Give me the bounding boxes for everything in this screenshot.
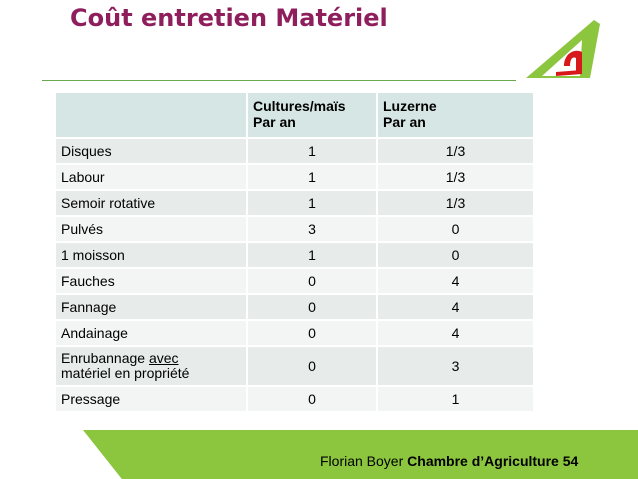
- table-row: Labour 1 1/3: [56, 164, 535, 191]
- logo-white-wedge: [542, 40, 582, 76]
- logo-red-letter: [564, 50, 582, 72]
- row-label: Labour: [56, 164, 248, 191]
- row-label-part2: matériel en propriété: [61, 365, 190, 381]
- luzerne-value: 1/3: [377, 138, 535, 165]
- table-header-row: Cultures/maïs Par an Luzerne Par an: [56, 93, 535, 139]
- table-row: Semoir rotative 1 1/3: [56, 190, 535, 217]
- row-label: Pressage: [56, 386, 248, 413]
- chambre-agriculture-logo-icon: [526, 20, 600, 78]
- cultures-value: 1: [247, 190, 378, 217]
- footer-author: Florian Boyer: [320, 453, 404, 469]
- footer-organization: Chambre d’Agriculture 54: [407, 453, 579, 469]
- cultures-value: 3: [247, 216, 378, 243]
- cultures-value: 0: [247, 386, 378, 413]
- cultures-value: 0: [247, 320, 378, 347]
- row-label: Fannage: [56, 294, 248, 321]
- footer-credit: Florian Boyer Chambre d’Agriculture 54: [320, 453, 578, 469]
- header-empty-cell: [56, 93, 248, 139]
- cultures-value: 0: [247, 268, 378, 295]
- table-row: Pulvés 3 0: [56, 216, 535, 243]
- table-row: Enrubannage avec matériel en propriété 0 …: [56, 346, 535, 387]
- header-cultures: Cultures/maïs Par an: [247, 93, 378, 139]
- header-luzerne: Luzerne Par an: [377, 93, 535, 139]
- cultures-value: 1: [247, 138, 378, 165]
- header-luzerne-line2: Par an: [383, 114, 426, 130]
- luzerne-value: 4: [377, 320, 535, 347]
- table-row: Fannage 0 4: [56, 294, 535, 321]
- table-row: Andainage 0 4: [56, 320, 535, 347]
- luzerne-value: 0: [377, 216, 535, 243]
- luzerne-value: 1: [377, 386, 535, 413]
- cultures-value: 1: [247, 164, 378, 191]
- row-label: Pulvés: [56, 216, 248, 243]
- luzerne-value: 0: [377, 242, 535, 269]
- header-cultures-line1: Cultures/maïs: [253, 98, 346, 114]
- row-label: Andainage: [56, 320, 248, 347]
- row-label: Disques: [56, 138, 248, 165]
- cultures-value: 0: [247, 346, 378, 387]
- header-cultures-line2: Par an: [253, 114, 296, 130]
- header-luzerne-line1: Luzerne: [383, 98, 437, 114]
- row-label-underlined: avec: [148, 350, 179, 366]
- title-divider: [42, 80, 516, 81]
- row-label: Fauches: [56, 268, 248, 295]
- row-label-part1: Enrubannage: [61, 350, 149, 366]
- luzerne-value: 4: [377, 294, 535, 321]
- row-label: Semoir rotative: [56, 190, 248, 217]
- cultures-value: 1: [247, 242, 378, 269]
- luzerne-value: 1/3: [377, 190, 535, 217]
- luzerne-value: 3: [377, 346, 535, 387]
- cultures-value: 0: [247, 294, 378, 321]
- table-row: 1 moisson 1 0: [56, 242, 535, 269]
- row-label: 1 moisson: [56, 242, 248, 269]
- table-row: Disques 1 1/3: [56, 138, 535, 165]
- maintenance-cost-table: Cultures/maïs Par an Luzerne Par an Disq…: [56, 93, 535, 413]
- luzerne-value: 4: [377, 268, 535, 295]
- luzerne-value: 1/3: [377, 164, 535, 191]
- row-label: Enrubannage avec matériel en propriété: [56, 346, 248, 387]
- table-row: Fauches 0 4: [56, 268, 535, 295]
- table-row: Pressage 0 1: [56, 386, 535, 413]
- footer-banner: [83, 430, 638, 479]
- logo-red-bar: [556, 70, 582, 76]
- slide-title: Coût entretien Matériel: [70, 4, 388, 32]
